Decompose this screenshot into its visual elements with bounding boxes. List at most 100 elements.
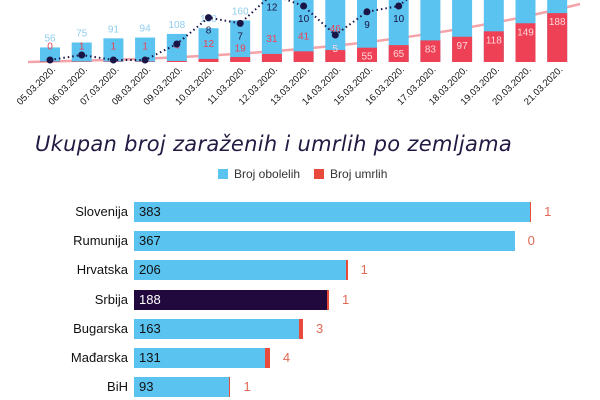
new-cases-dot xyxy=(300,2,308,10)
cases-bar: 131 xyxy=(134,348,270,368)
cases-value: 188 xyxy=(139,291,161,307)
daily-cases-svg: 56005.03.2020.75106.03.2020.91107.03.202… xyxy=(15,0,581,108)
cases-bar: 367 xyxy=(134,231,515,252)
country-label: Bugarska xyxy=(73,320,128,336)
deaths-bar xyxy=(483,31,504,62)
new-cases-dot xyxy=(205,14,212,22)
cases-label: 91 xyxy=(108,24,120,35)
deaths-bar xyxy=(265,348,270,368)
country-label: Mađarska xyxy=(70,350,128,365)
deaths-value: 0 xyxy=(527,233,535,249)
legend-label-cases: Broj obolelih xyxy=(234,167,301,181)
deaths-value: 3 xyxy=(316,320,324,336)
deaths-bar xyxy=(228,377,231,398)
new-cases-dot xyxy=(109,56,117,64)
deaths-bar xyxy=(327,289,329,310)
total-label: 31 xyxy=(266,34,278,45)
cases-value: 383 xyxy=(139,204,161,219)
cases-bar xyxy=(261,0,282,62)
country-label: Slovenija xyxy=(75,204,128,219)
new-cases-dot xyxy=(363,8,371,16)
total-label: 12 xyxy=(203,39,215,50)
total-label: 55 xyxy=(361,52,373,63)
total-label: 97 xyxy=(457,41,469,52)
deaths-value: 4 xyxy=(282,350,291,365)
deaths-bar xyxy=(230,57,251,62)
country-label: Srbija xyxy=(94,291,128,307)
legend: Broj obolelih Broj umrlih xyxy=(218,167,387,181)
cases-bar xyxy=(325,0,346,62)
total-label: 46 xyxy=(330,24,342,35)
deaths-bar xyxy=(515,23,536,62)
deaths-bar xyxy=(325,50,346,62)
total-label: 188 xyxy=(549,17,566,28)
country-label: BiH xyxy=(107,379,128,395)
country-row: Mađarska 131 4 xyxy=(0,348,600,368)
country-row: BiH 93 1 xyxy=(0,377,600,398)
cases-bar xyxy=(357,0,377,62)
new-cases-dot xyxy=(141,56,149,64)
legend-label-deaths: Broj umrlih xyxy=(330,167,388,181)
legend-swatch-deaths xyxy=(314,169,325,179)
cases-bar xyxy=(230,20,251,62)
cases-bar xyxy=(293,0,314,62)
new-cases-label: 8 xyxy=(206,26,212,37)
new-cases-label: 10 xyxy=(393,14,405,25)
deaths-value: 1 xyxy=(544,204,552,219)
legend-item-deaths: Broj umrlih xyxy=(314,167,387,181)
country-row: Bugarska 163 3 xyxy=(0,318,600,339)
cases-bar: 206 xyxy=(134,260,348,281)
deaths-bar xyxy=(166,60,187,62)
cases-label: 56 xyxy=(44,33,56,44)
cases-label: 75 xyxy=(76,29,88,40)
cases-value: 206 xyxy=(139,262,161,278)
new-cases-label: 5 xyxy=(333,44,339,55)
cases-bar xyxy=(135,37,156,62)
deaths-bar xyxy=(71,61,92,62)
deaths-bar xyxy=(547,13,568,63)
cases-value: 131 xyxy=(139,350,161,365)
country-label: Hrvatska xyxy=(76,262,128,278)
legend-swatch-cases xyxy=(218,169,228,179)
total-label: 1 xyxy=(111,42,117,53)
chart-title: Ukupan broj zaraženih i umrlih po zemlja… xyxy=(35,132,513,156)
daily-cases-chart: 56 0 05.03.2020. 75 1 06.03.2020. 91 1 07.03.202… xyxy=(0,0,600,125)
legend-item-cases: Broj obolelih xyxy=(218,167,300,181)
cases-label: 94 xyxy=(140,24,152,35)
new-cases-label: 9 xyxy=(364,20,370,31)
new-cases-label: 7 xyxy=(237,31,243,42)
total-label: 1 xyxy=(79,42,85,53)
deaths-bar xyxy=(452,36,473,62)
total-label: 83 xyxy=(425,44,437,55)
new-cases-dot xyxy=(331,31,339,39)
cases-bar: 383 xyxy=(134,202,532,222)
total-label: 65 xyxy=(393,49,405,60)
deaths-value: 1 xyxy=(341,291,350,307)
cases-bar: 93 xyxy=(134,377,231,398)
cases-bar xyxy=(103,38,124,62)
deaths-bar xyxy=(299,318,304,339)
country-label: Rumunija xyxy=(73,233,128,249)
cases-bar: 163 xyxy=(134,318,304,339)
deaths-bar xyxy=(346,260,348,281)
cases-bar: 188 xyxy=(134,289,329,310)
deaths-bar xyxy=(420,40,441,62)
cases-bar xyxy=(198,28,219,62)
cases-label: 160 xyxy=(232,6,249,17)
country-row: Hrvatska 206 1 xyxy=(0,260,600,281)
new-cases-dot xyxy=(173,40,181,48)
total-label: 118 xyxy=(486,35,502,46)
deaths-bar xyxy=(357,47,377,62)
new-cases-dot xyxy=(236,19,244,27)
deaths-bar xyxy=(388,45,409,62)
new-cases-dot xyxy=(46,56,54,64)
total-label: 149 xyxy=(517,27,534,38)
total-label: 19 xyxy=(235,43,247,54)
total-label: 0 xyxy=(47,42,53,53)
new-cases-label: 14 xyxy=(457,0,469,2)
deaths-bar xyxy=(293,51,314,62)
new-cases-dot xyxy=(395,2,403,10)
new-cases-label: 10 xyxy=(298,14,310,25)
country-row: Slovenija 383 1 xyxy=(0,202,600,222)
deaths-value: 1 xyxy=(243,379,251,395)
